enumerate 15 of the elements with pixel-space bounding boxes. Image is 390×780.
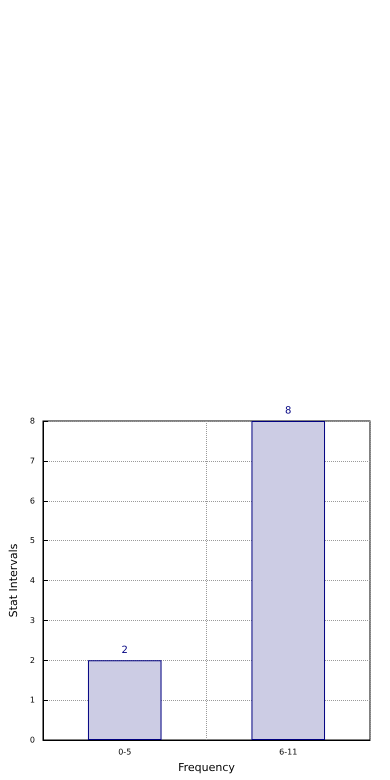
data-label: 2 xyxy=(122,644,128,656)
y-tick-label: 7 xyxy=(30,456,35,466)
x-tick-label: 0-5 xyxy=(118,748,132,756)
y-tick-label: 6 xyxy=(30,496,35,506)
y-tick-label: 8 xyxy=(30,416,35,426)
data-label: 8 xyxy=(285,406,292,416)
x-tick-label: 6-11 xyxy=(279,748,298,756)
y-axis-title: Stat Intervals xyxy=(7,543,20,618)
x-axis-title: Frequency xyxy=(178,761,236,774)
y-tick-label: 0 xyxy=(30,736,35,744)
y-tick-label: 1 xyxy=(30,696,35,705)
y-tick-label: 5 xyxy=(30,536,35,546)
y-tick-label: 2 xyxy=(30,656,35,665)
y-tick-label: 4 xyxy=(30,576,35,585)
y-tick-label: 3 xyxy=(30,616,35,625)
